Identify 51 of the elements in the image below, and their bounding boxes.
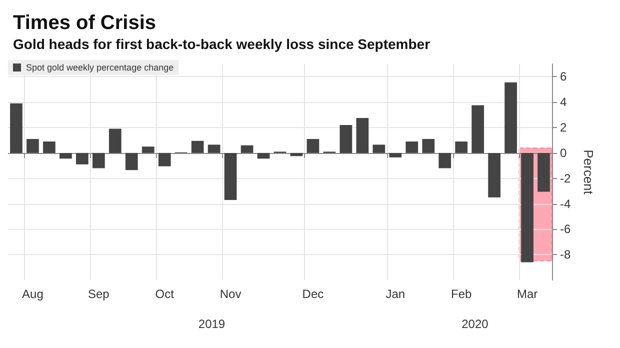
x-tick-label: Mar	[516, 287, 538, 301]
bar	[290, 152, 303, 156]
bar	[240, 145, 254, 153]
x-tick-label: Feb	[450, 287, 472, 301]
y-tick-label: 6	[560, 70, 567, 84]
y-tick-label: -6	[560, 222, 571, 236]
y-tick-label: -8	[560, 248, 571, 262]
chart-title: Times of Crisis	[13, 12, 156, 34]
bar	[340, 124, 352, 153]
y-tick-label: -2	[560, 171, 571, 186]
bar	[504, 82, 517, 153]
bar	[92, 152, 105, 168]
bar	[257, 152, 270, 159]
bar	[389, 152, 402, 158]
bar	[472, 105, 484, 153]
bar	[538, 152, 550, 192]
bar	[191, 140, 204, 153]
text: 2020	[462, 317, 489, 331]
bar	[306, 138, 320, 153]
bar	[438, 152, 452, 168]
x-tick-label: Sep	[88, 287, 110, 301]
bar	[372, 144, 386, 153]
x-tick-label: Nov	[220, 287, 242, 301]
bar	[224, 152, 237, 200]
y-axis-title: Percent	[581, 150, 596, 195]
legend-label: Spot gold weekly percentage change	[26, 62, 174, 72]
x-tick-label: Jan	[386, 287, 406, 301]
bar	[488, 152, 500, 198]
bar	[158, 152, 171, 166]
bar	[76, 152, 88, 164]
bar	[108, 128, 122, 153]
x-tick-label: Oct	[155, 287, 175, 301]
bar	[60, 152, 72, 159]
bar	[406, 142, 418, 153]
bar	[10, 103, 22, 153]
y-tick-label: 0	[560, 146, 567, 160]
y-tick-label: 2	[560, 120, 567, 135]
bar	[356, 118, 369, 153]
bar	[142, 146, 154, 153]
chart-subtitle: Gold heads for first back-to-back weekly loss since September	[13, 36, 431, 52]
bar	[455, 142, 468, 153]
bar	[125, 152, 138, 170]
x-tick-label: Dec	[302, 287, 324, 301]
bar	[43, 142, 56, 153]
bar	[208, 144, 220, 153]
bar	[26, 138, 39, 153]
y-tick-label: 4	[560, 95, 567, 110]
y-tick-label: -4	[560, 196, 571, 211]
x-tick-label: Aug	[22, 287, 44, 301]
bar	[422, 138, 435, 153]
text: 2019	[198, 317, 226, 331]
